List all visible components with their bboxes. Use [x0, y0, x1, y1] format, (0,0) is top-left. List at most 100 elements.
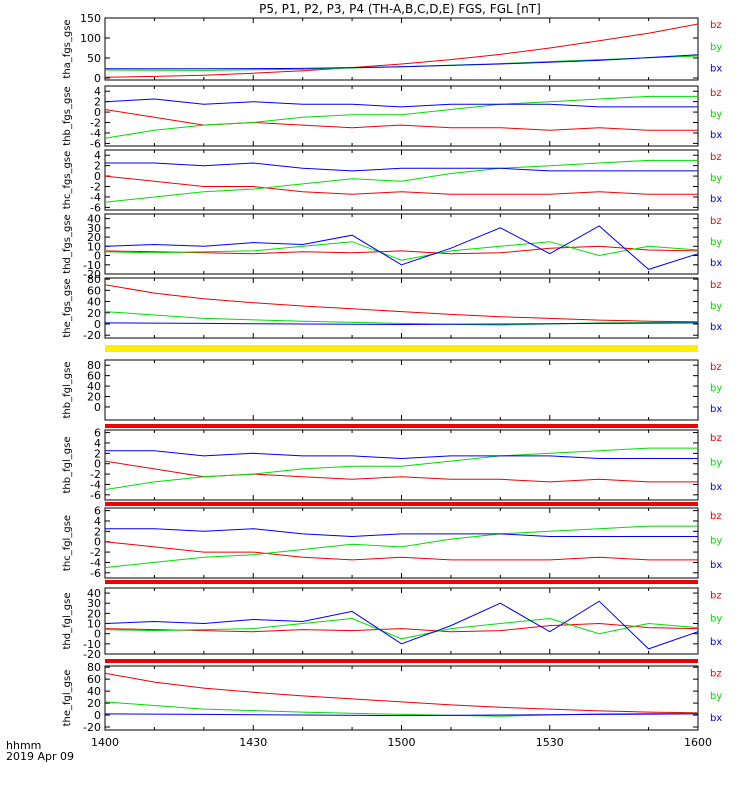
y-tick-label: 0 [94, 628, 101, 641]
legend-bx: bx [710, 713, 722, 724]
y-tick-label: -2 [90, 468, 101, 481]
panel-7-separator-band [105, 502, 698, 506]
panel-ylabel: the_fgs_gse [62, 278, 73, 337]
y-tick-label: 20 [87, 391, 101, 404]
series-bx-line [105, 528, 698, 538]
y-tick-label: 4 [94, 437, 101, 450]
legend-by: by [710, 173, 722, 184]
y-tick-label: 20 [87, 697, 101, 710]
panel-6-separator-band [105, 424, 698, 428]
y-tick-label: -4 [90, 191, 101, 204]
y-tick-label: 60 [87, 284, 101, 297]
series-by-line [104, 241, 699, 261]
legend-bx: bx [710, 322, 722, 333]
chart-title: P5, P1, P2, P3, P4 (TH-A,B,C,D,E) FGS, F… [259, 2, 541, 16]
y-tick-label: -20 [83, 721, 101, 734]
legend-by: by [710, 109, 722, 120]
y-tick-label: 6 [94, 505, 101, 518]
legend-bz: bz [710, 591, 722, 602]
legend-bx: bx [710, 482, 722, 493]
legend-by: by [710, 383, 722, 394]
series-by-line [104, 95, 698, 139]
panel-frame [104, 359, 699, 421]
y-tick-label: 6 [94, 427, 101, 440]
y-tick-label: 40 [87, 685, 101, 698]
panel-frame [104, 85, 699, 147]
panel-frame [104, 149, 699, 211]
y-tick-label: 80 [87, 273, 101, 286]
y-tick-label: 0 [94, 318, 101, 331]
y-tick-label: 0 [94, 709, 101, 722]
series-by-line [104, 525, 698, 569]
y-tick-label: -6 [90, 201, 101, 214]
series-bx-line [104, 225, 699, 270]
legend-bz: bz [710, 152, 722, 163]
y-tick-label: 40 [87, 380, 101, 393]
legend-bz: bz [710, 362, 722, 373]
legend-by: by [710, 691, 722, 702]
series-bx-line [104, 713, 699, 717]
y-tick-label: 0 [94, 250, 101, 263]
y-tick-label: -4 [90, 127, 101, 140]
time-axis: 1400 1430 1500 1530 1600 [91, 736, 712, 749]
y-tick-label: 0 [94, 72, 101, 85]
legend-bx: bx [710, 404, 722, 415]
y-tick-label: 60 [87, 673, 101, 686]
panel-frame [104, 429, 699, 501]
y-tick-label: 4 [94, 85, 101, 98]
series-bz-line [104, 175, 698, 195]
panel-ylabel: thb_fgs_gse [62, 86, 73, 145]
y-tick-label: 0 [94, 106, 101, 119]
x-unit-label: hhmm [6, 739, 41, 752]
y-tick-label: -4 [90, 556, 101, 569]
y-tick-label: 4 [94, 149, 101, 162]
y-tick-label: -20 [83, 329, 101, 342]
y-tick-label: 20 [87, 607, 101, 620]
y-tick-label: 150 [80, 12, 101, 25]
x-tick-label: 1600 [684, 736, 712, 749]
y-tick-label: 2 [94, 447, 101, 460]
x-date-label: 2019 Apr 09 [6, 750, 74, 763]
y-tick-label: -6 [90, 137, 101, 150]
legend-bz: bz [710, 511, 722, 522]
series-bz-line [104, 23, 699, 78]
x-tick-label: 1530 [536, 736, 564, 749]
legend-bx: bx [710, 258, 722, 269]
panel-8-separator-band [105, 580, 698, 584]
y-tick-label: 0 [94, 458, 101, 471]
legend-bz: bz [710, 668, 722, 679]
series-bz-line [104, 284, 699, 323]
y-tick-label: 80 [87, 661, 101, 674]
x-tick-label: 1500 [388, 736, 416, 749]
panel-frame [104, 277, 699, 339]
y-tick-label: -2 [90, 181, 101, 194]
series-by-line [104, 447, 698, 491]
series-bz-line [104, 460, 698, 483]
y-tick-label: 20 [87, 231, 101, 244]
panel-ylabel: tha_fgs_gse [62, 19, 73, 78]
y-tick-label: -10 [83, 638, 101, 651]
panel-ylabel: thc_fgl_gse [62, 515, 73, 571]
series-by-line [104, 159, 698, 203]
y-tick-label: 100 [80, 32, 101, 45]
x-tick-label: 1400 [91, 736, 119, 749]
legend-bx: bx [710, 64, 722, 75]
y-tick-label: 40 [87, 296, 101, 309]
panel-1: 0 50 100 150 tha_fgs_gse bz by bx [62, 12, 722, 85]
series-by-line [104, 617, 699, 640]
legend-by: by [710, 301, 722, 312]
series-bx-line [105, 450, 698, 460]
panel-ylabel: thd_fgl_gse [62, 593, 73, 650]
x-tick-label: 1430 [239, 736, 267, 749]
y-tick-label: 40 [87, 213, 101, 226]
y-tick-label: -2 [90, 546, 101, 559]
y-tick-label: 10 [87, 618, 101, 631]
